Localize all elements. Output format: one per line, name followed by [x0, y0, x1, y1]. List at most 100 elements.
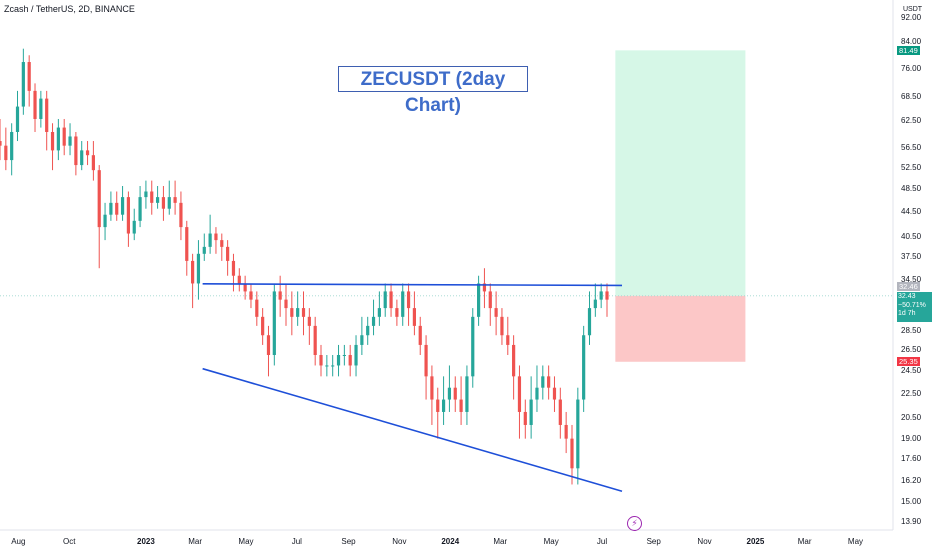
candle-body	[377, 308, 381, 317]
candle	[15, 90, 20, 142]
candle	[424, 335, 428, 400]
candle-body	[27, 62, 31, 91]
candle	[4, 127, 8, 171]
live-change: −50.71%	[898, 301, 926, 309]
candle	[331, 355, 335, 377]
candle	[27, 55, 31, 107]
x-tick-label: 2025	[746, 537, 765, 546]
candle	[605, 283, 609, 317]
candle-body	[477, 283, 481, 317]
candle	[126, 191, 131, 247]
candle	[278, 275, 282, 317]
candle	[529, 376, 533, 439]
candle	[167, 180, 171, 215]
candle-body	[348, 355, 352, 366]
candle	[56, 118, 60, 161]
x-tick-label: 2024	[441, 537, 460, 546]
candle	[488, 283, 492, 326]
candle	[599, 283, 603, 309]
axis-unit: USDT	[903, 6, 923, 13]
candle	[517, 365, 522, 439]
candle	[220, 233, 224, 261]
candle-body	[582, 335, 586, 400]
candle	[307, 308, 311, 345]
y-tick-label: 24.50	[901, 365, 922, 375]
candle	[506, 316, 510, 356]
candle	[155, 186, 160, 209]
candle	[459, 376, 463, 425]
candle-body	[109, 202, 113, 215]
x-tick-label: Aug	[11, 537, 26, 546]
candle-body	[255, 299, 259, 317]
live-price: 32.43	[898, 293, 916, 300]
candle	[249, 283, 253, 309]
candle	[453, 376, 457, 412]
candle	[39, 90, 43, 128]
candle	[336, 344, 341, 377]
candle-body	[605, 291, 609, 300]
candle-body	[290, 308, 294, 317]
y-tick-label: 62.50	[901, 116, 922, 126]
candle	[290, 291, 294, 336]
candle-body	[56, 127, 60, 151]
candle-body	[249, 291, 253, 300]
y-tick-label: 16.20	[901, 476, 922, 486]
candle-body	[331, 365, 335, 367]
candle-body	[570, 438, 574, 469]
candle	[255, 291, 259, 326]
candle	[558, 387, 562, 439]
candle-body	[120, 197, 125, 215]
candle-body	[506, 335, 510, 345]
candle-body	[517, 376, 522, 412]
candle-body	[91, 155, 95, 171]
y-tick-label: 17.60	[901, 454, 922, 464]
candle-body	[447, 387, 452, 400]
candle-body	[459, 399, 463, 412]
candle	[582, 325, 586, 412]
candle	[261, 308, 265, 345]
candle-body	[126, 197, 131, 234]
candle	[50, 123, 55, 171]
candle-body	[243, 283, 247, 292]
candle-body	[389, 291, 393, 309]
candle-body	[401, 291, 405, 317]
y-tick-label: 28.50	[901, 325, 922, 335]
candle	[68, 123, 72, 156]
candle-body	[80, 150, 84, 166]
candle-body	[261, 316, 265, 336]
candle	[97, 165, 101, 269]
candle-body	[564, 424, 568, 439]
target-zone	[615, 50, 746, 296]
candle-body	[226, 246, 230, 261]
candle	[91, 141, 95, 181]
y-tick-label: 68.50	[901, 91, 922, 101]
candle	[482, 268, 487, 309]
candle-body	[214, 233, 218, 241]
candle-body	[424, 344, 428, 377]
candle-body	[4, 145, 8, 161]
x-tick-label: Sep	[646, 537, 661, 546]
candle-body	[313, 325, 317, 356]
candle-body	[115, 202, 119, 215]
candle-body	[430, 376, 434, 400]
y-tick-label: 20.50	[901, 413, 922, 423]
candle	[541, 365, 545, 400]
candle-body	[453, 387, 457, 400]
lightning-icon[interactable]: ⚡	[627, 516, 642, 531]
candle-body	[482, 283, 487, 292]
target-price-tag: 81.49	[897, 45, 920, 55]
x-tick-label: Nov	[392, 537, 407, 546]
candle-body	[0, 141, 2, 146]
y-tick-label: 92.00	[901, 13, 922, 22]
candle	[430, 365, 434, 425]
y-tick-label: 26.50	[901, 344, 922, 354]
candle-body	[74, 136, 78, 166]
candle	[570, 424, 574, 485]
candle-body	[366, 325, 370, 336]
live-countdown: 1d 7h	[898, 310, 916, 317]
y-tick-label: 76.00	[901, 63, 922, 73]
candle	[418, 316, 422, 356]
candle-body	[237, 275, 241, 284]
